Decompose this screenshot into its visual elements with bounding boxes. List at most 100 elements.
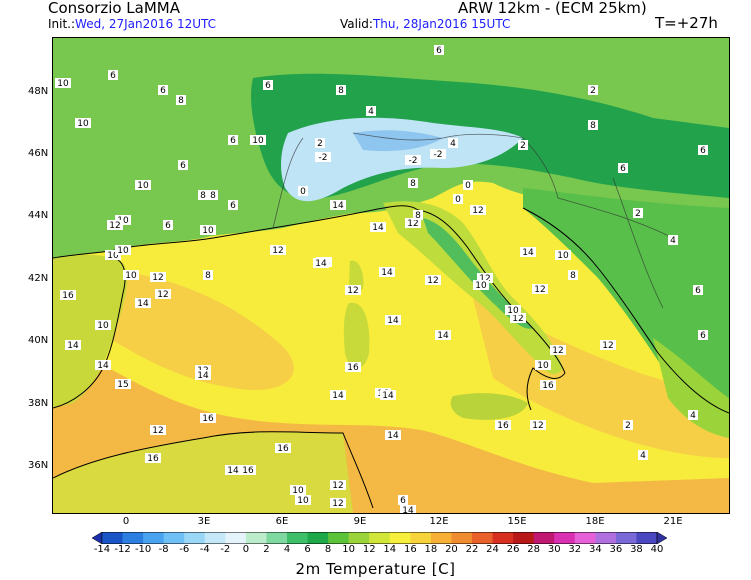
colorbar-max-arrow <box>656 532 667 544</box>
label-background <box>135 180 151 190</box>
label-background <box>330 390 346 400</box>
label-text: 4 <box>640 451 646 461</box>
label-text: 16 <box>147 454 159 464</box>
label-text: 6 <box>400 496 406 506</box>
colorbar-segment <box>472 532 494 544</box>
temperature-label: 12 <box>550 345 566 356</box>
colorbar-segment <box>328 532 350 544</box>
temperature-label: 8 <box>408 178 418 189</box>
label-text: 8 <box>205 271 211 281</box>
temperature-label: 10 <box>123 270 139 281</box>
colorbar-segment <box>513 532 535 544</box>
lon-label-6e: 6E <box>275 516 289 527</box>
init-label: Init.: <box>48 17 76 31</box>
label-background <box>60 290 76 300</box>
label-background <box>688 410 698 420</box>
label-text: 14 <box>97 361 109 371</box>
label-text: 10 <box>137 181 149 191</box>
colorbar-tick-label: 26 <box>506 544 520 555</box>
colorbar-segment <box>430 532 452 544</box>
label-text: 14 <box>372 223 384 233</box>
label-text: 10 <box>557 251 569 261</box>
temperature-label: 8 <box>588 120 598 131</box>
label-text: 10 <box>252 136 264 146</box>
temperature-label: 2 <box>315 138 325 149</box>
label-text: 14 <box>332 391 344 401</box>
temperature-label: 4 <box>688 410 698 421</box>
temperature-label: 6 <box>693 285 703 296</box>
colorbar-segment <box>307 532 329 544</box>
temperature-label: 14 <box>370 222 386 233</box>
temperature-label: 8 <box>568 270 578 281</box>
temperature-label: 0 <box>463 180 473 191</box>
label-background <box>315 138 325 148</box>
colorbar-segment <box>595 532 617 544</box>
temperature-label: 14 <box>330 390 346 401</box>
label-background <box>163 220 173 230</box>
label-text: 12 <box>347 286 358 296</box>
label-background <box>505 305 521 315</box>
label-text: 12 <box>534 285 545 295</box>
label-text: 16 <box>242 466 254 476</box>
temperature-label: 6 <box>698 330 708 341</box>
label-text: 10 <box>537 361 549 371</box>
label-background <box>693 285 703 295</box>
colorbar-tick-label: 28 <box>527 544 541 555</box>
label-background <box>108 70 118 80</box>
lat-label-36n: 36N <box>28 460 49 471</box>
label-background <box>518 140 528 150</box>
model-title: ARW 12km - (ECM 25km) <box>458 0 647 17</box>
label-text: 14 <box>332 201 344 211</box>
temperature-label: 10 <box>200 225 216 236</box>
valid-time: Valid:Thu, 28Jan2016 15UTC <box>340 17 510 31</box>
label-background <box>135 298 151 308</box>
colorbar-tick-label: 34 <box>588 544 602 555</box>
label-text: 6 <box>165 221 171 231</box>
label-text: 6 <box>160 86 166 96</box>
colorbar-min-arrow <box>92 532 103 544</box>
label-background <box>698 145 708 155</box>
colorbar-tick-label: 36 <box>609 544 623 555</box>
label-background <box>413 210 423 220</box>
colorbar-tick-label: 10 <box>342 544 356 555</box>
label-text: 10 <box>57 79 69 89</box>
label-text: 6 <box>695 286 701 296</box>
label-background <box>385 315 401 325</box>
colorbar-tick-label: 0 <box>242 544 250 555</box>
colorbar-tick-label: -8 <box>158 544 169 555</box>
label-text: 12 <box>512 314 523 324</box>
label-background <box>633 208 643 218</box>
label-background <box>295 495 311 505</box>
temperature-label: 10 <box>290 485 306 496</box>
temperature-label: 2 <box>633 208 643 219</box>
label-background <box>195 370 211 380</box>
label-background <box>198 190 208 200</box>
temperature-label: 6 <box>108 70 118 81</box>
label-text: 6 <box>230 201 236 211</box>
label-text: 6 <box>265 81 271 91</box>
label-text: 8 <box>415 211 421 221</box>
temperature-label: 12 <box>107 220 123 231</box>
label-background <box>638 450 648 460</box>
lon-label-0: 0 <box>122 516 130 527</box>
label-text: 14 <box>227 466 239 476</box>
init-value: Wed, 27Jan2016 12UTC <box>75 17 217 31</box>
temperature-label: 10 <box>95 320 111 331</box>
colorbar-tick-label: 2 <box>263 544 270 555</box>
label-background <box>330 200 346 210</box>
label-text: -2 <box>409 156 418 166</box>
label-background <box>477 273 493 283</box>
label-text: 12 <box>532 421 543 431</box>
label-text: 15 <box>117 380 128 390</box>
label-text: 16 <box>347 363 359 373</box>
colorbar-tick-label: 12 <box>362 544 376 555</box>
label-background <box>366 106 376 116</box>
colorbar-tick-label: 32 <box>568 544 582 555</box>
label-text: 10 <box>475 281 487 291</box>
label-text: 14 <box>197 371 209 381</box>
temperature-label: 16 <box>145 453 161 464</box>
lon-label-3e: 3E <box>197 516 211 527</box>
lat-label-42n: 42N <box>28 273 49 284</box>
colorbar-segment <box>184 532 206 544</box>
label-text: 14 <box>381 268 393 278</box>
